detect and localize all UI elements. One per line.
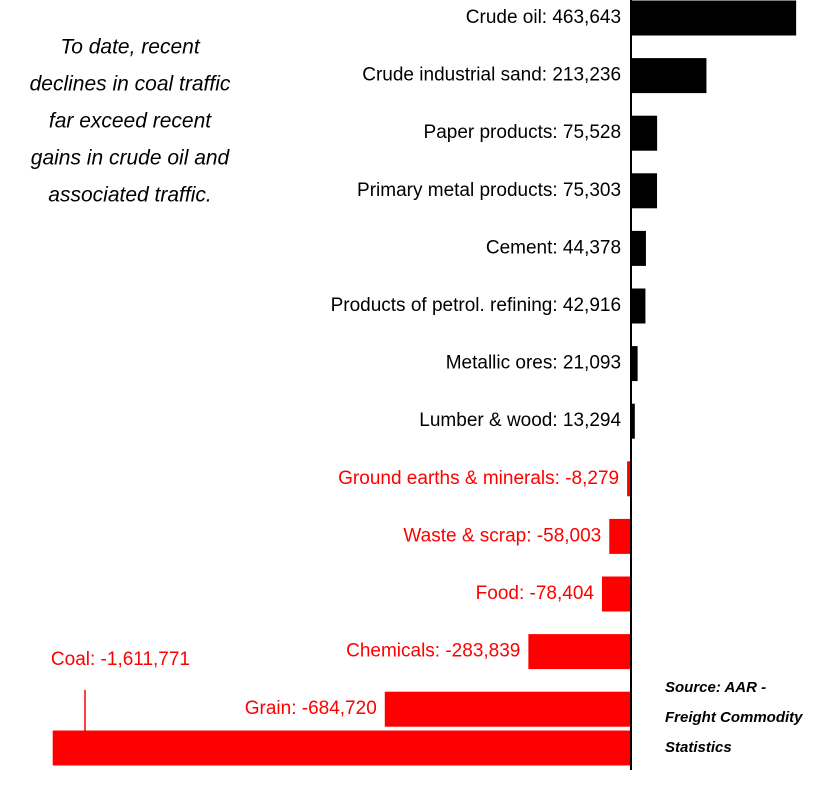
value-label: Waste & scrap: -58,003 xyxy=(403,525,601,546)
bar xyxy=(630,0,797,36)
bar xyxy=(528,634,631,670)
value-label: Coal: -1,611,771 xyxy=(51,649,190,670)
source: Source: AAR - xyxy=(665,679,766,696)
value-label: Grain: -684,720 xyxy=(245,698,377,719)
bar xyxy=(630,230,646,266)
annotation: To date, recent xyxy=(60,36,200,59)
value-label: Ground earths & minerals: -8,279 xyxy=(338,468,619,489)
bar xyxy=(630,115,658,151)
bar xyxy=(609,518,631,554)
source: Freight Commodity xyxy=(665,709,803,726)
bar xyxy=(630,58,707,94)
annotation: far exceed recent xyxy=(49,110,212,133)
value-label: Cement: 44,378 xyxy=(486,237,621,258)
annotation: declines in coal traffic xyxy=(30,73,231,96)
value-label: Crude oil: 463,643 xyxy=(466,7,621,28)
bar xyxy=(630,173,658,209)
bar xyxy=(601,576,631,612)
value-label: Metallic ores: 21,093 xyxy=(446,353,621,374)
value-label: Paper products: 75,528 xyxy=(424,122,622,143)
bar xyxy=(630,346,638,382)
bar xyxy=(52,730,631,766)
bar xyxy=(627,461,631,497)
value-label: Food: -78,404 xyxy=(476,583,595,604)
annotation: gains in crude oil and xyxy=(31,147,231,170)
value-label: Lumber & wood: 13,294 xyxy=(419,410,621,431)
value-label: Primary metal products: 75,303 xyxy=(357,180,621,201)
value-label: Chemicals: -283,839 xyxy=(346,641,520,662)
bar xyxy=(630,288,646,324)
value-label: Products of petrol. refining: 42,916 xyxy=(331,295,621,316)
source: Statistics xyxy=(665,739,732,756)
annotation: associated traffic. xyxy=(48,184,211,207)
bar xyxy=(630,403,635,439)
value-label: Crude industrial sand: 213,236 xyxy=(362,65,621,86)
bar xyxy=(384,691,631,727)
